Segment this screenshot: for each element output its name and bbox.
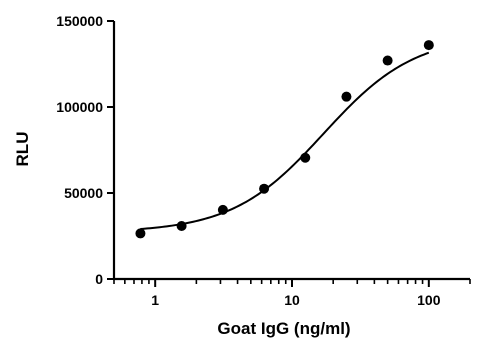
data-point — [382, 55, 393, 66]
fit-curve — [140, 51, 430, 231]
data-point — [300, 152, 311, 163]
data-point — [341, 91, 352, 102]
data-point — [423, 40, 434, 51]
y-axis-title: RLU — [13, 132, 32, 167]
data-point — [135, 228, 146, 239]
x-axis: 1 10 100 — [113, 277, 471, 308]
y-tick-label: 100000 — [56, 99, 103, 115]
data-point — [259, 183, 270, 194]
x-tick-label: 1 — [151, 292, 159, 308]
data-point — [176, 221, 187, 232]
x-tick-label: 10 — [284, 292, 300, 308]
x-axis-title: Goat IgG (ng/ml) — [217, 319, 350, 338]
x-tick-label: 100 — [417, 292, 441, 308]
fit-curve-layer — [140, 51, 430, 231]
data-points — [135, 40, 434, 239]
y-tick-label: 0 — [95, 271, 103, 287]
y-axis: 0 50000 100000 150000 — [56, 13, 116, 287]
y-tick-label: 150000 — [56, 13, 103, 29]
y-tick-label: 50000 — [64, 185, 103, 201]
data-point — [217, 204, 228, 215]
